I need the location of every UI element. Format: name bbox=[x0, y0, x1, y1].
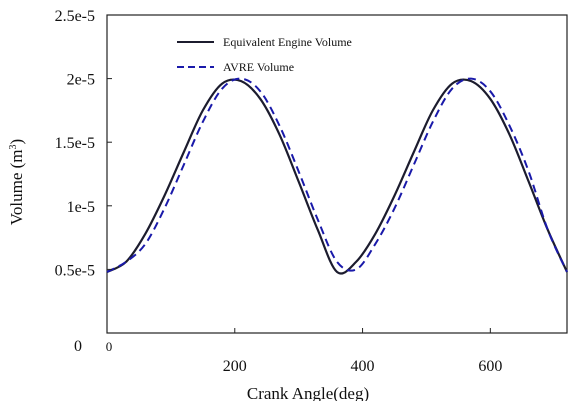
y-axis-label-superscript: 3 bbox=[8, 144, 19, 149]
y-tick-label: 2e-5 bbox=[67, 72, 95, 89]
series-line-avre-volume bbox=[106, 77, 568, 273]
y-axis-label-close: ) bbox=[7, 139, 26, 145]
y-tick-label: 1e-5 bbox=[67, 199, 95, 216]
y-axis-label-text: Volume (m bbox=[7, 149, 26, 225]
x-axis-label: Crank Angle(deg) bbox=[247, 384, 369, 401]
x-tick-label: 200 bbox=[223, 358, 247, 375]
y-tick-label: 1.5e-5 bbox=[55, 135, 95, 152]
series-group bbox=[106, 77, 568, 275]
legend-label-equivalent-engine-volume: Equivalent Engine Volume bbox=[223, 35, 352, 49]
y-axis-label: Volume (m3) bbox=[7, 139, 26, 225]
series-line-equivalent-engine-volume bbox=[106, 78, 568, 275]
legend: Equivalent Engine Volume AVRE Volume bbox=[177, 35, 352, 74]
legend-label-avre-volume: AVRE Volume bbox=[223, 60, 294, 74]
x-tick-label: 600 bbox=[478, 358, 502, 375]
y-axis-ticks: 0 0.5e-5 1e-5 1.5e-5 2e-5 2.5e-5 bbox=[55, 8, 112, 355]
y-tick-label: 2.5e-5 bbox=[55, 8, 95, 25]
x-tick-label: 0 bbox=[106, 339, 113, 354]
y-tick-label: 0 bbox=[74, 338, 82, 355]
x-tick-label: 400 bbox=[351, 358, 375, 375]
y-tick-label: 0.5e-5 bbox=[55, 262, 95, 279]
plot-frame bbox=[106, 14, 568, 334]
plot-area bbox=[106, 14, 568, 334]
x-axis-ticks: 0 200 400 600 bbox=[106, 328, 502, 375]
